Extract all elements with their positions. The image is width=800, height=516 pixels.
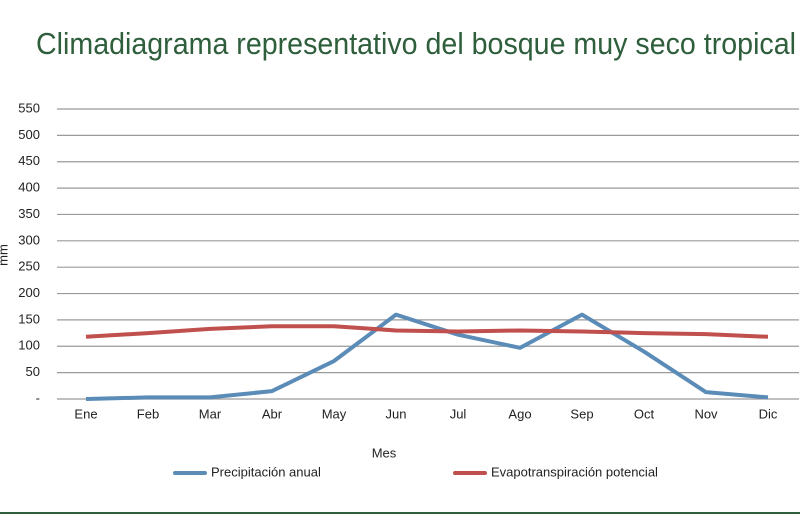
x-axis-label: Mes [372, 445, 397, 460]
x-tick-label: Sep [570, 406, 593, 421]
y-tick-label: 200 [18, 285, 40, 300]
data-line [85, 324, 769, 339]
y-tick-label: 400 [18, 180, 40, 195]
y-tick-label: 100 [18, 338, 40, 353]
x-tick-label: Jul [450, 406, 467, 421]
legend-label: Evapotranspiración potencial [491, 464, 658, 479]
y-tick-label: 50 [26, 364, 40, 379]
chart-title: Climadiagrama representativo del bosque … [36, 26, 796, 61]
x-tick-label: Nov [694, 406, 718, 421]
y-tick-label: 450 [18, 153, 40, 168]
data-line [85, 312, 769, 401]
x-tick-label: Ene [74, 406, 97, 421]
x-tick-label: Jun [386, 406, 407, 421]
y-tick-label: 550 [18, 100, 40, 115]
y-tick-label: 350 [18, 206, 40, 221]
y-tick-label: 500 [18, 127, 40, 142]
x-tick-label: May [322, 406, 347, 421]
x-tick-label: Feb [137, 406, 159, 421]
x-tick-label: Oct [634, 406, 655, 421]
y-tick-label: 300 [18, 232, 40, 247]
x-tick-label: Dic [759, 406, 778, 421]
x-tick-label: Abr [262, 406, 283, 421]
y-tick-label: - [36, 390, 40, 405]
x-tick-label: Mar [199, 406, 222, 421]
legend-label: Precipitación anual [211, 464, 321, 479]
y-tick-label: 150 [18, 311, 40, 326]
x-tick-label: Ago [508, 406, 531, 421]
y-tick-label: 250 [18, 259, 40, 274]
y-axis-label: mm [0, 244, 10, 266]
